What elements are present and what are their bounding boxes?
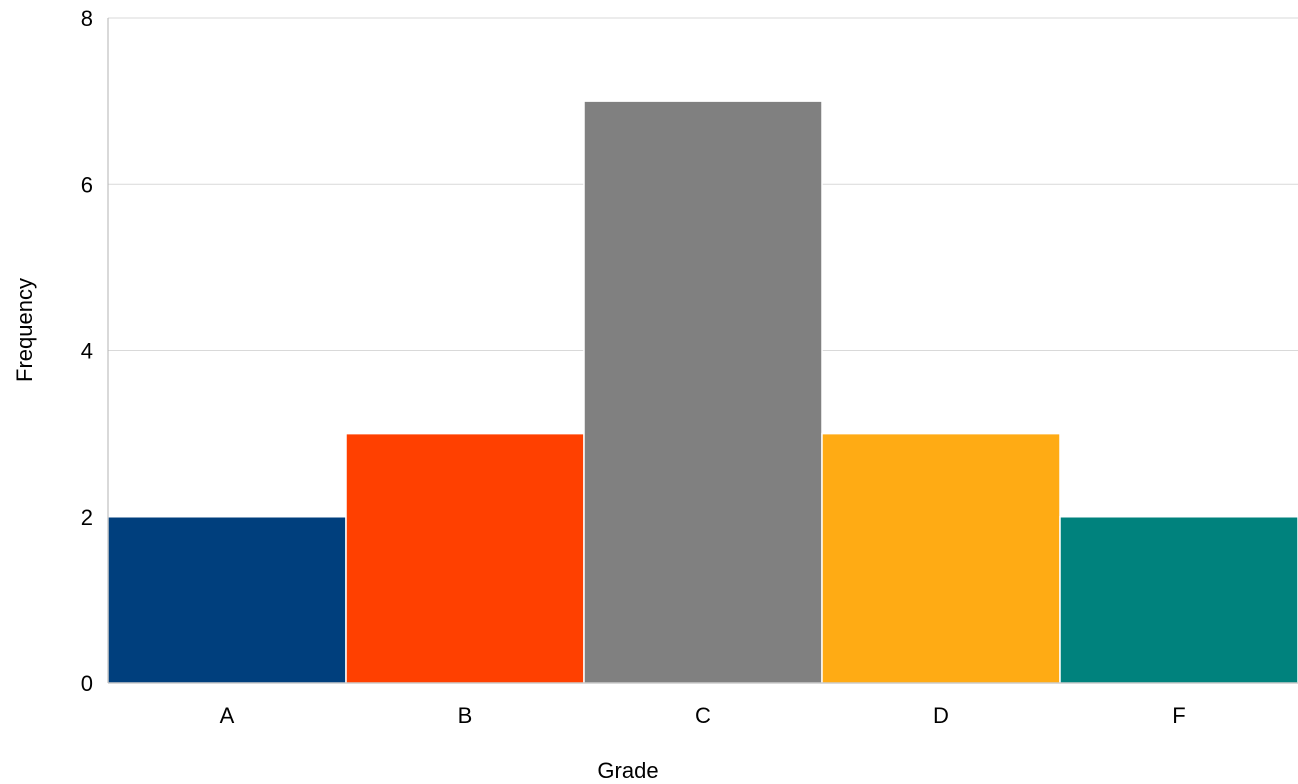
y-tick-label: 0 [81, 671, 93, 696]
y-tick-label: 6 [81, 172, 93, 197]
bar-f [1059, 516, 1298, 684]
x-axis-title: Grade [597, 758, 658, 783]
y-tick-labels: 0 2 4 6 8 [81, 6, 93, 696]
bar-a [107, 516, 347, 684]
y-tick-label: 2 [81, 505, 93, 530]
axes [107, 18, 1298, 684]
y-tick-label: 8 [81, 6, 93, 31]
y-axis-title: Frequency [12, 278, 37, 382]
bar-b [345, 432, 585, 684]
y-tick-label: 4 [81, 339, 93, 364]
x-tick-label-f: F [1172, 703, 1185, 728]
x-tick-label-d: D [933, 703, 949, 728]
bar-c [583, 100, 823, 684]
x-tick-label-c: C [695, 703, 711, 728]
x-tick-label-a: A [220, 703, 235, 728]
bars [107, 100, 1298, 684]
x-tick-label-b: B [458, 703, 473, 728]
bar-d [821, 432, 1061, 684]
